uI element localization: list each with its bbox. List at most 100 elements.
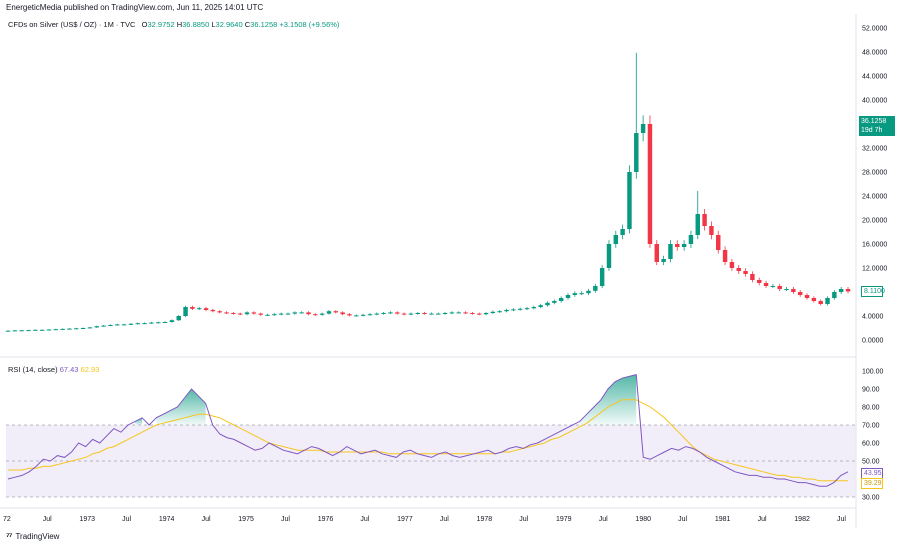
candle-body [599, 268, 605, 286]
current-price-badge: 36.1258 19d 7h [859, 116, 895, 136]
candle-body [101, 325, 106, 327]
rsi-title[interactable]: RSI (14, close) [8, 365, 58, 374]
candle-body [716, 235, 721, 250]
time-tick-label: 1982 [794, 516, 810, 523]
time-tick-label: 1975 [238, 516, 254, 523]
candle-body [176, 316, 181, 321]
candle-body [579, 293, 584, 295]
candle-body [490, 311, 496, 313]
rsi-legend: RSI (14, close) 67.43 62.93 [8, 365, 99, 374]
candle-body [838, 289, 844, 292]
publisher-line: EnergeticMedia published on TradingView.… [6, 3, 264, 12]
footer-brand[interactable]: TradingView [15, 531, 60, 541]
candle-body [729, 262, 735, 268]
price-tick-label: 44.0000 [862, 74, 887, 81]
candle-body [360, 314, 366, 316]
candle-body [39, 329, 45, 331]
candle-body [285, 313, 291, 315]
price-tick-label: 0.0000 [862, 338, 884, 345]
rsi-tick-label: 50.00 [862, 459, 880, 466]
candle-body [586, 290, 591, 294]
time-tick-label: 1973 [79, 516, 95, 523]
price-tick-label: 48.0000 [862, 50, 887, 57]
candle-body [121, 324, 127, 326]
time-tick-label: Jul [122, 516, 131, 523]
candle-body [12, 330, 18, 332]
candle-body [647, 124, 653, 244]
candle-body [237, 313, 243, 315]
candle-body [5, 330, 11, 332]
time-tick-label: 1978 [477, 516, 493, 523]
candle-body [825, 298, 830, 304]
candle-body [347, 314, 352, 316]
candle-body [661, 259, 666, 262]
candle-body [511, 309, 516, 311]
candle-body [845, 289, 851, 292]
candle-body [675, 244, 680, 247]
candle-body [299, 312, 304, 314]
tradingview-logo-icon[interactable]: ⁷⁷ [6, 531, 13, 541]
candle-body [115, 324, 120, 326]
candle-body [128, 323, 134, 325]
rsi-tick-label: 60.00 [862, 441, 880, 448]
time-tick-label: Jul [360, 516, 369, 523]
open-value: 32.9752 [147, 20, 175, 29]
price-tick-label: 12.0000 [862, 266, 887, 273]
candle-body [702, 214, 707, 226]
symbol-title[interactable]: CFDs on Silver (US$ / OZ) · 1M · TVC [8, 20, 136, 29]
candle-body [436, 313, 441, 315]
bar-countdown: 19d 7h [861, 127, 883, 134]
candle-body [818, 301, 823, 304]
candle-body [736, 268, 741, 271]
candle-body [606, 244, 612, 268]
time-tick-label: 1979 [556, 516, 572, 523]
price-tick-label: 16.0000 [862, 242, 887, 249]
candle-body [770, 286, 776, 287]
candle-body [415, 313, 420, 314]
candle-body [381, 313, 386, 314]
rsi-ma-line [8, 399, 848, 482]
candle-body [593, 286, 598, 291]
candle-body [135, 323, 140, 325]
candle-body [74, 328, 79, 330]
candle-body [558, 298, 564, 301]
time-tick-label: 1976 [318, 516, 334, 523]
candle-body [224, 312, 229, 314]
candle-body [517, 308, 523, 310]
candle-body [538, 305, 543, 307]
candle-body [797, 292, 803, 295]
candle-body [531, 307, 537, 309]
candle-body [244, 312, 250, 315]
candle-body [572, 293, 578, 295]
candle-body [804, 295, 810, 298]
candle-body [313, 314, 318, 316]
candle-body [67, 328, 72, 330]
rsi-tick-label: 30.00 [862, 495, 880, 502]
candle-body [442, 313, 448, 314]
price-tick-label: 40.0000 [862, 98, 887, 105]
candle-body [183, 307, 188, 316]
candle-body [777, 286, 782, 289]
symbol-legend: CFDs on Silver (US$ / OZ) · 1M · TVC O32… [8, 20, 339, 29]
candle-body [552, 301, 557, 303]
candle-body [94, 326, 99, 328]
candle-body [169, 320, 175, 322]
candle-body [640, 124, 646, 133]
time-tick-label: 1980 [635, 516, 651, 523]
rsi-value: 67.43 [59, 365, 79, 374]
last-price-label: 8.1100 [861, 286, 885, 297]
time-tick-label: 72 [3, 516, 11, 523]
candle-body [401, 313, 407, 315]
candle-body [395, 312, 400, 314]
open-label: O [141, 20, 148, 29]
rsi-ma-value: 62.93 [80, 365, 100, 374]
candle-body [422, 313, 427, 314]
price-tick-label: 4.0000 [862, 314, 884, 321]
close-value: 36.1258 [250, 20, 278, 29]
candle-body [46, 329, 52, 331]
candle-body [142, 323, 147, 325]
time-tick-label: Jul [440, 516, 449, 523]
candle-body [87, 327, 93, 329]
time-tick-label: 1977 [397, 516, 413, 523]
